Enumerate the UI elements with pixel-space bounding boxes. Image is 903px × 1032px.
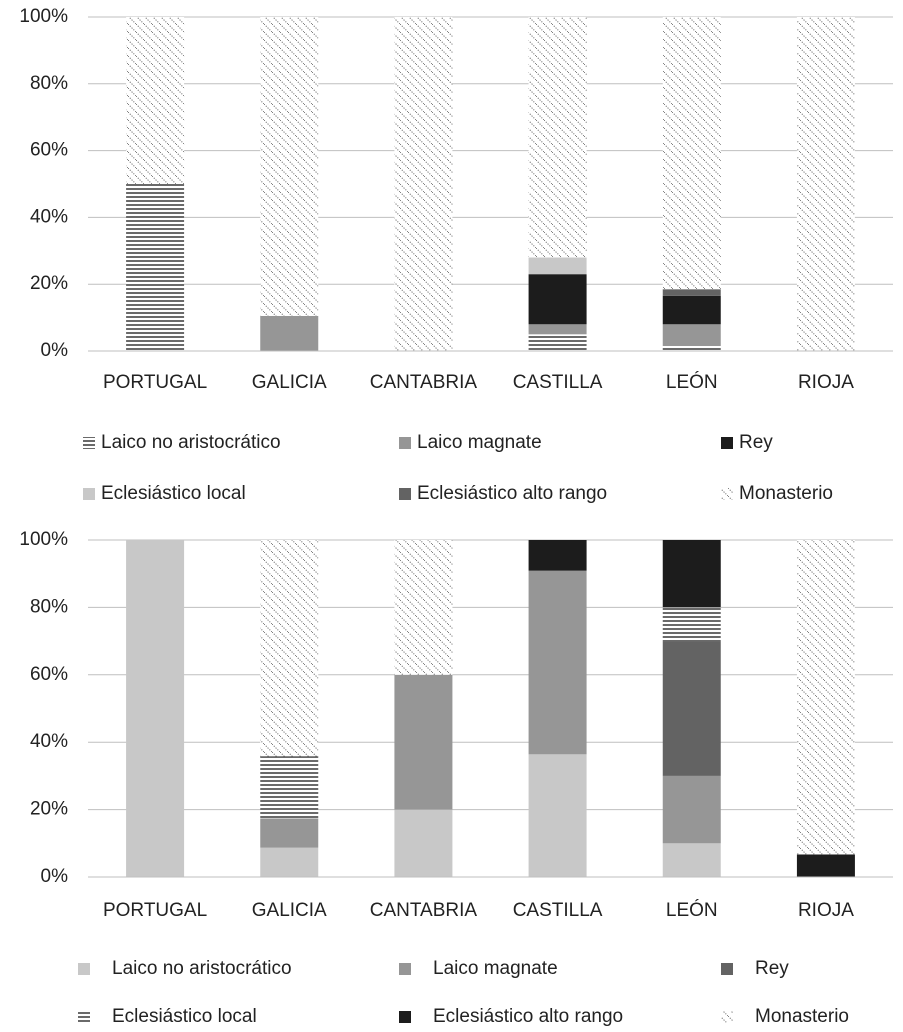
bar-segment <box>662 295 721 325</box>
legend-label: Eclesiástico local <box>112 1006 257 1027</box>
bar-segment <box>662 324 721 346</box>
legend-swatch <box>78 963 90 975</box>
bar-segment <box>126 540 185 877</box>
bar-segment <box>662 775 721 844</box>
legend-swatch <box>399 1011 411 1023</box>
y-tick-label: 20% <box>30 273 68 294</box>
x-tick-label: GALICIA <box>252 900 327 921</box>
bar-segment <box>662 289 721 296</box>
bar-segment <box>394 674 453 810</box>
y-tick-label: 40% <box>30 206 68 227</box>
legend-swatch <box>78 1011 90 1023</box>
bar-segment <box>528 570 587 755</box>
y-tick-label: 20% <box>30 799 68 820</box>
x-tick-label: PORTUGAL <box>103 372 207 393</box>
x-tick-label: GALICIA <box>252 372 327 393</box>
legend-label: Laico no aristocrático <box>112 958 292 979</box>
legend-label: Laico magnate <box>433 958 558 979</box>
x-tick-label: RIOJA <box>798 372 854 393</box>
bar-segment <box>126 184 185 351</box>
legend-label: Rey <box>739 432 773 453</box>
legend-label: Eclesiástico alto rango <box>417 483 607 504</box>
y-tick-label: 40% <box>30 731 68 752</box>
y-tick-label: 0% <box>41 866 69 887</box>
legend-swatch <box>721 488 733 500</box>
bar-segment <box>796 540 855 855</box>
y-tick-label: 100% <box>19 6 68 27</box>
y-tick-label: 100% <box>19 529 68 550</box>
bar-segment <box>394 809 453 877</box>
bar-segment <box>662 17 721 290</box>
y-tick-label: 60% <box>30 664 68 685</box>
bar-segment <box>662 345 721 351</box>
bar-segment <box>126 17 185 184</box>
x-tick-label: CASTILLA <box>513 372 603 393</box>
legend-swatch <box>721 1011 733 1023</box>
bar-segment <box>260 315 319 351</box>
bar-segment <box>260 17 319 316</box>
bar-segment <box>260 756 319 819</box>
legend-label: Rey <box>755 958 789 979</box>
legend-swatch <box>399 437 411 449</box>
bar-segment <box>796 854 855 877</box>
bar-segment <box>394 540 453 675</box>
bar-segment <box>528 334 587 351</box>
bar-segment <box>528 540 587 571</box>
x-tick-label: CASTILLA <box>513 900 603 921</box>
y-tick-label: 80% <box>30 596 68 617</box>
bar-segment <box>528 257 587 275</box>
legend-swatch <box>721 963 733 975</box>
bar-segment <box>394 17 453 351</box>
legend-swatch <box>399 963 411 975</box>
bar-segment <box>796 17 855 351</box>
x-tick-label: CANTABRIA <box>370 900 478 921</box>
legend-label: Laico no aristocrático <box>101 432 281 453</box>
legend-label: Eclesiástico alto rango <box>433 1006 623 1027</box>
bar-segment <box>662 641 721 776</box>
x-tick-label: LEÓN <box>666 371 718 393</box>
legend-label: Monasterio <box>739 483 833 504</box>
bar-segment <box>260 540 319 757</box>
bar-segment <box>662 607 721 642</box>
y-tick-label: 0% <box>41 340 69 361</box>
legend-swatch <box>399 488 411 500</box>
x-tick-label: PORTUGAL <box>103 900 207 921</box>
bar-segment <box>528 324 587 335</box>
bar-segment <box>662 540 721 608</box>
legend-label: Eclesiástico local <box>101 483 246 504</box>
x-tick-label: RIOJA <box>798 900 854 921</box>
bar-segment <box>260 847 319 877</box>
x-tick-label: CANTABRIA <box>370 372 478 393</box>
y-tick-label: 80% <box>30 73 68 94</box>
bar-segment <box>528 17 587 258</box>
legend-swatch <box>721 437 733 449</box>
bar-segment <box>528 274 587 325</box>
legend-swatch <box>83 437 95 449</box>
legend-label: Monasterio <box>755 1006 849 1027</box>
bar-segment <box>662 843 721 877</box>
y-tick-label: 60% <box>30 140 68 161</box>
x-tick-label: LEÓN <box>666 899 718 921</box>
bar-segment <box>260 818 319 848</box>
legend-swatch <box>83 488 95 500</box>
legend-label: Laico magnate <box>417 432 542 453</box>
bar-segment <box>528 754 587 877</box>
